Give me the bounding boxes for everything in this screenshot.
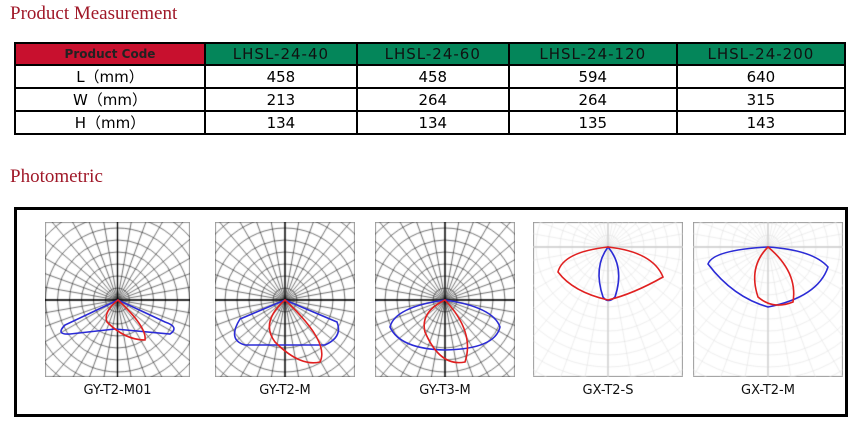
table-cell: 640 (675, 64, 847, 89)
red-distribution-curve (268, 298, 323, 364)
table-row: H（mm） 134 134 135 143 (14, 110, 847, 135)
distribution-curves (60, 298, 175, 341)
table-cell: 264 (507, 87, 678, 112)
table-cell: 213 (204, 87, 358, 112)
photometric-panel (14, 207, 848, 417)
chart-caption: GY-T3-M (419, 383, 471, 398)
photometric-title: Photometric (10, 166, 103, 187)
measurement-table: Product Code LHSL-24-40 LHSL-24-60 LHSL-… (14, 42, 847, 135)
header-cell: LHSL-24-40 (204, 42, 358, 66)
chart-caption: GX-T2-M (741, 383, 795, 398)
header-cell: LHSL-24-60 (355, 42, 510, 66)
distribution-curves (389, 299, 501, 364)
product-measurement-title: Product Measurement (10, 3, 178, 24)
table-header-row: Product Code LHSL-24-40 LHSL-24-60 LHSL-… (14, 42, 847, 66)
chart-caption: GY-T2-M01 (83, 383, 152, 398)
table-cell: 135 (507, 110, 678, 135)
chart-caption: GX-T2-S (582, 383, 634, 398)
polar-diagram-gy-t3-m (375, 222, 515, 377)
chart-caption: GY-T2-M (259, 383, 311, 398)
polar-diagram-gy-t2-m (215, 222, 355, 377)
polar-diagram-gy-t2-m01 (45, 222, 190, 377)
distribution-curves (557, 245, 665, 302)
polar-diagram-gx-t2-m (693, 222, 843, 377)
red-distribution-curve (423, 299, 469, 364)
red-distribution-curve (105, 298, 146, 341)
distribution-curves (233, 298, 340, 364)
table-cell: 143 (675, 110, 847, 135)
distribution-curves (707, 245, 829, 308)
table-cell: L（mm） (14, 64, 206, 89)
blue-distribution-curve (389, 299, 501, 351)
table-cell: 134 (355, 110, 510, 135)
table-cell: 264 (355, 87, 510, 112)
table-cell: W（mm） (14, 87, 206, 112)
header-cell: Product Code (14, 42, 206, 66)
table-cell: 458 (355, 64, 510, 89)
blue-distribution-curve (598, 245, 620, 302)
table-row: L（mm） 458 458 594 640 (14, 64, 847, 89)
red-distribution-curve (753, 245, 795, 306)
blue-distribution-curve (60, 299, 175, 335)
header-cell: LHSL-24-120 (507, 42, 678, 66)
table-row: W（mm） 213 264 264 315 (14, 87, 847, 112)
red-distribution-curve (557, 246, 665, 301)
blue-distribution-curve (707, 246, 829, 308)
table-cell: 594 (507, 64, 678, 89)
polar-diagram-gx-t2-s (533, 222, 683, 377)
table-cell: 458 (204, 64, 358, 89)
table-cell: H（mm） (14, 110, 206, 135)
blue-distribution-curve (233, 299, 340, 346)
header-cell: LHSL-24-200 (675, 42, 847, 66)
table-cell: 134 (204, 110, 358, 135)
table-cell: 315 (675, 87, 847, 112)
